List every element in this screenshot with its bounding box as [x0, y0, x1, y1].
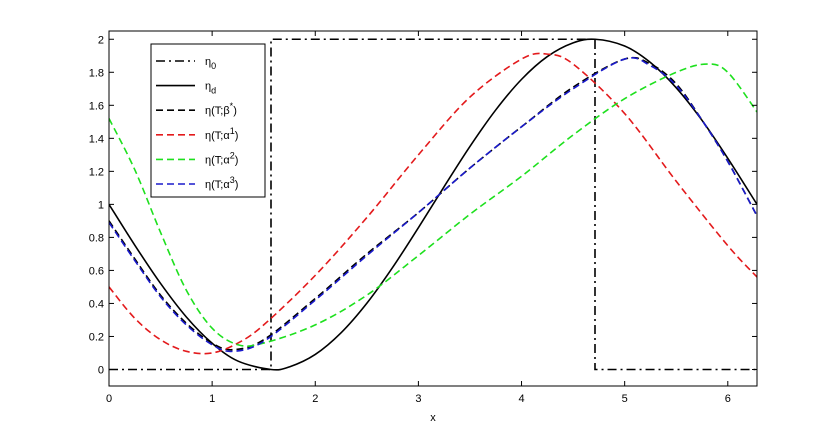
legend-items: η0 ηd η(T;β*) η(T;α1) η(T;α2) η(T;α3) — [156, 56, 238, 191]
tick-layer: 0 1 2 3 4 5 6 0 0.2 0.4 0.6 0.8 1 1.2 1.4 1.6 1.8 2 — [89, 31, 757, 405]
x-tick-label: 2 — [312, 393, 318, 405]
x-tick-label: 5 — [622, 393, 628, 405]
y-tick-label: 0.4 — [89, 298, 104, 310]
legend-label-1: ηd — [205, 81, 216, 96]
series-line-0 — [109, 38, 757, 371]
series-line-3 — [109, 52, 757, 355]
legend-label-0: η0 — [205, 56, 216, 71]
y-tick-label: 1 — [98, 199, 104, 211]
x-tick-label: 3 — [415, 393, 421, 405]
y-tick-label: 0.8 — [89, 232, 104, 244]
series-layer — [109, 38, 757, 371]
series-line-1 — [109, 38, 757, 371]
y-tick-label: 0.2 — [89, 331, 104, 343]
legend-label-3: η(T;α1) — [205, 126, 238, 142]
legend-label-5: η(T;α3) — [205, 175, 238, 191]
legend-label-2: η(T;β*) — [205, 101, 237, 117]
y-tick-label: 1.6 — [89, 100, 104, 112]
legend: η0 ηd η(T;β*) η(T;α1) η(T;α2) η(T;α3) — [150, 43, 266, 198]
legend-label-4: η(T;α2) — [205, 150, 238, 166]
y-tick-label: 0 — [98, 364, 104, 376]
y-tick-label: 1.8 — [89, 67, 104, 79]
x-tick-label: 1 — [209, 393, 215, 405]
series-line-4 — [109, 63, 757, 347]
y-tick-label: 1.4 — [89, 133, 104, 145]
x-tick-label: 0 — [106, 393, 112, 405]
x-tick-label: 4 — [518, 393, 524, 405]
y-tick-label: 2 — [98, 34, 104, 46]
axes-frame — [108, 30, 758, 387]
y-tick-label: 1.2 — [89, 166, 104, 178]
x-axis-label: x — [430, 412, 436, 424]
y-tick-label: 0.6 — [89, 265, 104, 277]
legend-box — [150, 43, 266, 198]
x-tick-label: 6 — [725, 393, 731, 405]
